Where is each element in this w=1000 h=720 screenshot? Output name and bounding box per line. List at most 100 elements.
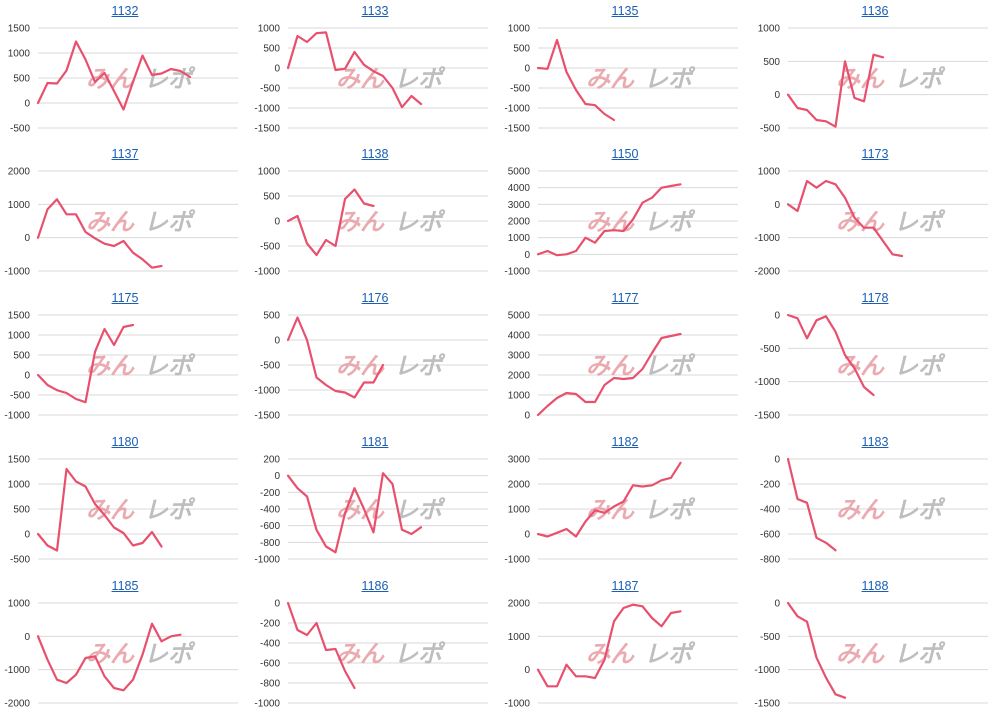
chart-title-link[interactable]: 1150 <box>611 147 639 161</box>
y-tick-label: 1000 <box>258 167 281 178</box>
y-tick-label: -1000 <box>4 665 30 676</box>
chart-title-link[interactable]: 1135 <box>611 4 639 18</box>
chart-title-link[interactable]: 1133 <box>361 4 389 18</box>
chart-title-link[interactable]: 1138 <box>361 147 389 161</box>
chart-panel-1177: 1177 5000 4000 3000 2000 1000 0 みん レポ <box>500 287 750 432</box>
chart-title-link[interactable]: 1137 <box>111 147 139 161</box>
watermark-logo: みん レポ <box>86 640 196 668</box>
y-tick-label: -600 <box>260 521 280 532</box>
chart-title-link[interactable]: 1181 <box>361 435 389 449</box>
svg-text:みん: みん <box>336 640 385 668</box>
y-tick-label: -1000 <box>754 233 780 244</box>
line-chart: 1000 500 0 -500 -1000 -1500 みん レポ <box>504 24 738 135</box>
chart-panel-1132: 1132 1500 1000 500 0 -500 みん レポ <box>0 0 250 145</box>
chart-panel-1182: 1182 3000 2000 1000 0 -1000 みん レポ <box>500 431 750 576</box>
y-tick-label: -1500 <box>504 124 530 135</box>
y-tick-label: 1000 <box>508 632 531 643</box>
y-tick-label: -2000 <box>754 267 780 278</box>
svg-text:レポ: レポ <box>144 496 196 524</box>
y-tick-label: -1000 <box>504 267 530 278</box>
series-line <box>286 31 423 109</box>
y-tick-label: 0 <box>274 336 280 347</box>
y-tick-label: -500 <box>10 391 30 402</box>
y-tick-label: 0 <box>774 90 780 101</box>
y-tick-label: 500 <box>13 505 30 516</box>
svg-text:レポ: レポ <box>894 640 946 668</box>
svg-text:レポ: レポ <box>144 352 196 380</box>
svg-text:レポ: レポ <box>144 640 196 668</box>
svg-text:レポ: レポ <box>894 352 946 380</box>
chart-title-link[interactable]: 1186 <box>361 579 389 593</box>
y-tick-label: 1500 <box>8 24 31 35</box>
y-tick-label: 0 <box>24 371 30 382</box>
chart-title-link[interactable]: 1187 <box>611 579 639 593</box>
series-line <box>786 313 875 397</box>
y-tick-label: 5000 <box>508 167 531 178</box>
y-tick-label: -1000 <box>4 267 30 278</box>
y-tick-label: 2000 <box>508 599 531 610</box>
svg-text:みん: みん <box>586 208 635 236</box>
chart-title-link[interactable]: 1132 <box>111 4 139 18</box>
chart-title-link[interactable]: 1175 <box>111 291 139 305</box>
chart-title-link[interactable]: 1188 <box>861 579 889 593</box>
chart-panel-1176: 1176 500 0 -500 -1000 -1500 みん レポ <box>250 287 500 432</box>
watermark-logo: みん レポ <box>336 352 446 380</box>
svg-text:レポ: レポ <box>394 496 446 524</box>
y-tick-label: -1000 <box>254 386 280 397</box>
chart-title-link[interactable]: 1183 <box>861 435 889 449</box>
watermark-logo: みん レポ <box>586 496 696 524</box>
y-tick-label: 1000 <box>508 391 531 402</box>
y-tick-label: -1000 <box>504 555 530 566</box>
chart-title-link[interactable]: 1180 <box>111 435 139 449</box>
series-line <box>286 188 375 257</box>
svg-text:レポ: レポ <box>894 65 946 93</box>
y-tick-label: 500 <box>513 44 530 55</box>
chart-title-link[interactable]: 1173 <box>861 147 889 161</box>
chart-title-link[interactable]: 1177 <box>611 291 639 305</box>
y-tick-label: 3000 <box>508 351 531 362</box>
y-tick-label: 1500 <box>8 311 31 322</box>
y-tick-label: 0 <box>274 64 280 75</box>
svg-text:みん: みん <box>86 208 135 236</box>
y-tick-label: 1000 <box>508 24 531 35</box>
series-line <box>286 316 385 399</box>
watermark-logo: みん レポ <box>586 352 696 380</box>
chart-title-link[interactable]: 1176 <box>361 291 389 305</box>
series-line <box>286 601 356 690</box>
chart-title-link[interactable]: 1182 <box>611 435 639 449</box>
svg-text:レポ: レポ <box>394 352 446 380</box>
line-chart: 2000 1000 0 -1000 みん レポ <box>4 167 238 278</box>
chart-panel-1185: 1185 1000 0 -1000 -2000 みん レポ <box>0 575 250 720</box>
series-line <box>536 461 682 538</box>
line-chart: 1000 500 0 -500 -1000 みん レポ <box>254 167 488 278</box>
y-tick-label: -500 <box>260 361 280 372</box>
y-tick-label: 1500 <box>8 455 31 466</box>
watermark-logo: みん レポ <box>336 496 446 524</box>
y-tick-label: 2000 <box>508 371 531 382</box>
y-tick-label: -1500 <box>754 411 780 422</box>
svg-text:レポ: レポ <box>644 496 696 524</box>
y-tick-label: 0 <box>274 599 280 610</box>
y-tick-label: 1000 <box>508 233 531 244</box>
line-chart: 1500 1000 500 0 -500 -1000 みん レポ <box>4 311 238 422</box>
y-tick-label: -800 <box>260 679 280 690</box>
y-tick-label: 0 <box>774 311 780 322</box>
y-tick-label: -1000 <box>254 267 280 278</box>
chart-panel-1183: 1183 0 -200 -400 -600 -800 みん レポ <box>750 431 1000 576</box>
svg-text:みん: みん <box>586 640 635 668</box>
chart-panel-1138: 1138 1000 500 0 -500 -1000 みん レポ <box>250 143 500 288</box>
chart-panel-1175: 1175 1500 1000 500 0 -500 -1000 みん レポ <box>0 287 250 432</box>
y-tick-label: 1000 <box>8 331 31 342</box>
y-tick-label: 3000 <box>508 200 531 211</box>
chart-title-link[interactable]: 1178 <box>861 291 889 305</box>
y-tick-label: 500 <box>13 351 30 362</box>
y-tick-label: -400 <box>260 505 280 516</box>
line-chart: 0 -500 -1000 -1500 みん レポ <box>754 599 988 710</box>
y-tick-label: 0 <box>774 599 780 610</box>
svg-text:レポ: レポ <box>144 208 196 236</box>
chart-title-link[interactable]: 1136 <box>861 4 889 18</box>
y-tick-label: 500 <box>263 192 280 203</box>
series-line <box>536 183 682 257</box>
chart-title-link[interactable]: 1185 <box>111 579 139 593</box>
